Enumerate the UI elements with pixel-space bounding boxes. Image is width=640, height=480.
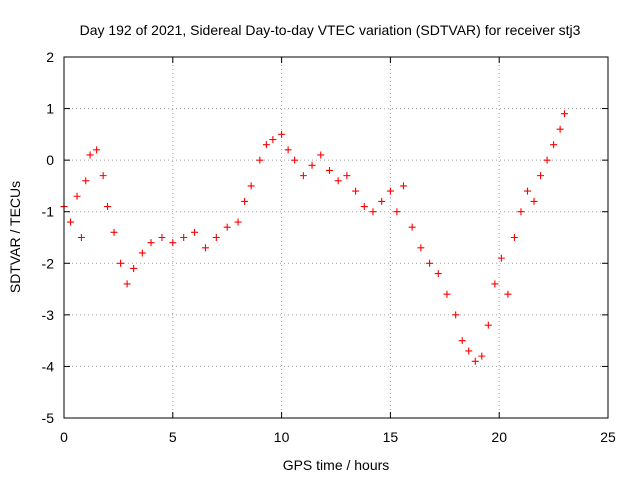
y-tick-label: -2: [42, 255, 55, 271]
data-point: [234, 218, 242, 226]
data-point: [73, 192, 81, 200]
x-tick-label: 10: [274, 429, 290, 445]
data-point: [399, 182, 407, 190]
data-point: [130, 264, 138, 272]
data-point: [82, 177, 90, 185]
data-point: [67, 218, 75, 226]
data-point: [123, 280, 131, 288]
x-tick-label: 25: [600, 429, 616, 445]
data-point: [560, 110, 568, 118]
x-tick-label: 15: [383, 429, 399, 445]
data-point: [308, 161, 316, 169]
data-point: [343, 172, 351, 180]
data-point: [334, 177, 342, 185]
data-point: [393, 208, 401, 216]
x-tick-label: 20: [491, 429, 507, 445]
y-tick-label: -5: [42, 410, 55, 426]
data-point: [269, 136, 277, 144]
data-point: [104, 203, 112, 211]
x-tick-label: 0: [60, 429, 68, 445]
data-point: [278, 130, 286, 138]
data-point: [478, 352, 486, 360]
data-point: [158, 234, 166, 241]
data-point: [360, 203, 368, 211]
data-point: [352, 187, 360, 195]
data-point: [110, 228, 118, 236]
data-point: [299, 172, 307, 180]
y-tick-label: -4: [42, 358, 55, 374]
data-point: [93, 146, 101, 154]
y-axis-label: SDTVAR / TECUs: [7, 181, 23, 293]
y-tick-label: 1: [46, 101, 54, 117]
grid-lines: [64, 57, 608, 418]
data-point: [169, 239, 177, 247]
data-point: [284, 146, 292, 154]
x-axis-label: GPS time / hours: [283, 457, 390, 473]
data-point: [212, 234, 220, 241]
data-point: [550, 141, 558, 149]
data-point: [537, 172, 545, 180]
data-point: [223, 223, 231, 231]
y-tick-label: 2: [46, 49, 54, 65]
data-point: [491, 280, 499, 288]
data-point: [201, 244, 209, 252]
data-point: [530, 197, 538, 205]
data-point: [86, 151, 94, 159]
data-point: [262, 141, 270, 149]
data-point: [497, 254, 505, 262]
data-point: [77, 234, 85, 241]
data-point: [147, 239, 155, 247]
data-point: [99, 172, 107, 180]
data-point: [434, 270, 442, 278]
data-point: [117, 259, 125, 267]
data-point: [138, 249, 146, 257]
data-point: [426, 259, 434, 267]
data-point: [241, 197, 249, 205]
y-tick-label: -1: [42, 204, 55, 220]
data-point: [471, 357, 479, 365]
data-point: [484, 321, 492, 329]
data-point: [408, 223, 416, 231]
data-point: [556, 125, 564, 133]
data-points: [60, 110, 568, 365]
data-point: [443, 290, 451, 298]
data-point: [452, 311, 460, 319]
data-point: [247, 182, 255, 190]
data-point: [291, 156, 299, 164]
data-point: [523, 187, 531, 195]
data-point: [543, 156, 551, 164]
plot-frame: [63, 56, 609, 419]
data-point: [191, 228, 199, 236]
x-tick-label: 5: [169, 429, 177, 445]
data-point: [369, 208, 377, 216]
y-tick-label: 0: [46, 152, 54, 168]
data-point: [317, 151, 325, 159]
data-point: [510, 234, 518, 241]
data-point: [378, 197, 386, 205]
chart-title: Day 192 of 2021, Sidereal Day-to-day VTE…: [80, 22, 581, 38]
data-point: [465, 347, 473, 355]
data-point: [504, 290, 512, 298]
data-point: [256, 156, 264, 164]
data-point: [517, 208, 525, 216]
data-point: [417, 244, 425, 252]
y-tick-label: -3: [42, 307, 55, 323]
data-point: [325, 166, 333, 174]
axis-ticks: 0 5 10 15 20 25 -5 -4 -3 -2 -1 0 1 2: [42, 49, 616, 445]
data-point: [458, 337, 466, 345]
data-point: [180, 234, 188, 241]
data-point: [386, 187, 394, 195]
